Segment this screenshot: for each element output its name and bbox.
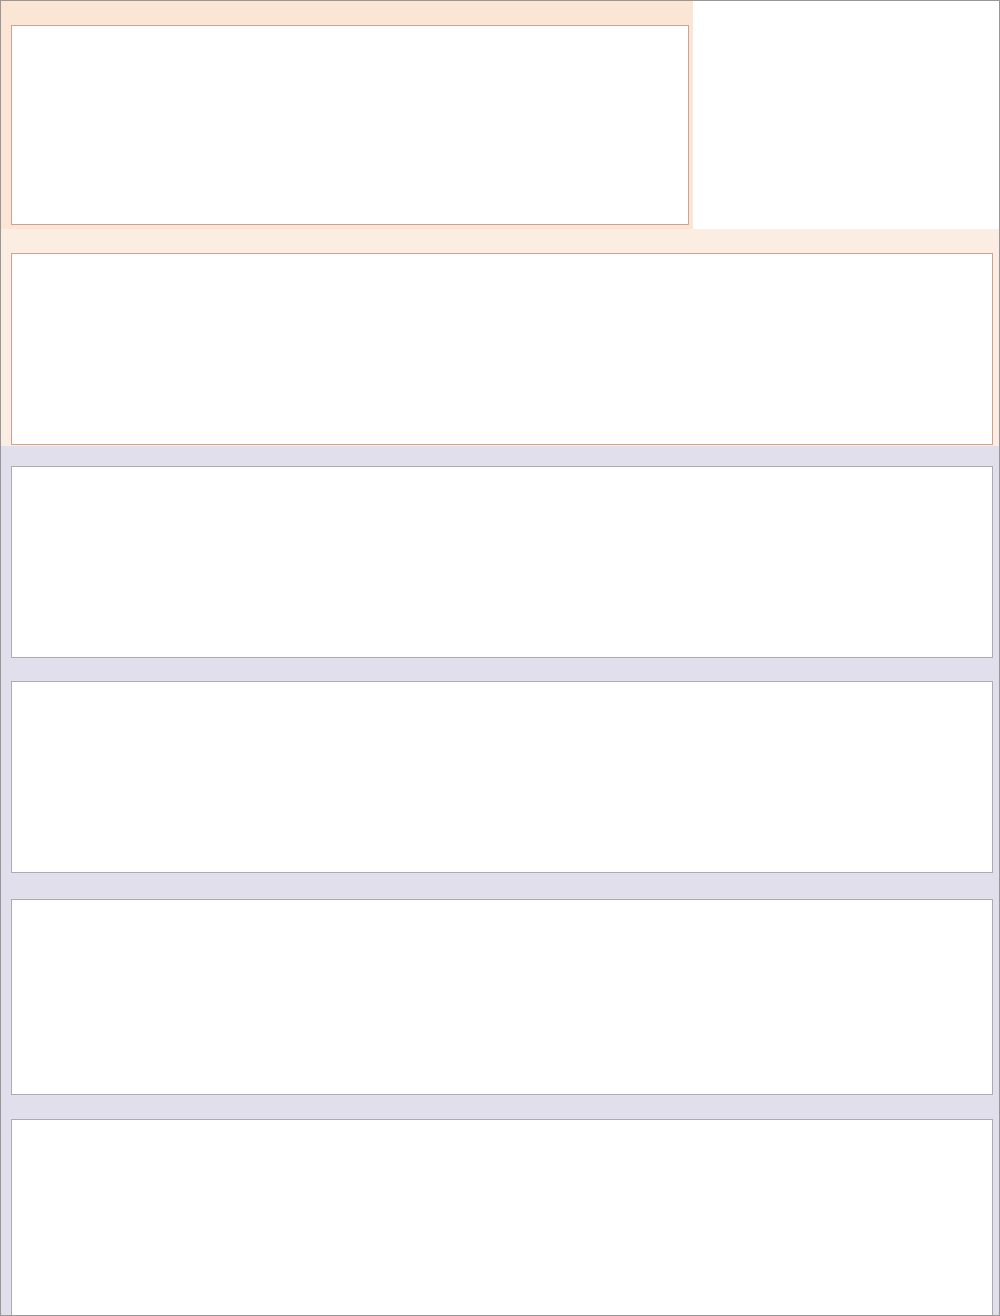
section-freiburg-2020 bbox=[1, 878, 999, 1103]
section-freiburg-2021 bbox=[1, 446, 999, 661]
section-overall-record bbox=[1, 1, 999, 229]
frankfurt-2021-chart bbox=[12, 682, 992, 872]
frankfurt-2021-chart-box bbox=[11, 681, 993, 873]
overall-record-charts bbox=[12, 26, 688, 224]
freiburg-2021-chart bbox=[12, 467, 992, 657]
freiburg-2021-chart-box bbox=[11, 466, 993, 658]
freiburg-2020-chart bbox=[12, 900, 992, 1094]
frankfurt-2020-chart bbox=[12, 1120, 992, 1316]
frankfurt-2020-chart-box bbox=[11, 1119, 993, 1316]
section-frankfurt-2021 bbox=[1, 661, 999, 878]
section-head-to-head bbox=[1, 229, 999, 446]
section-frankfurt-2020 bbox=[1, 1103, 999, 1316]
overall-record-chart-box bbox=[11, 25, 689, 225]
h2h-line-chart bbox=[12, 254, 992, 444]
h2h-chart-box bbox=[11, 253, 993, 445]
freiburg-2020-chart-box bbox=[11, 899, 993, 1095]
